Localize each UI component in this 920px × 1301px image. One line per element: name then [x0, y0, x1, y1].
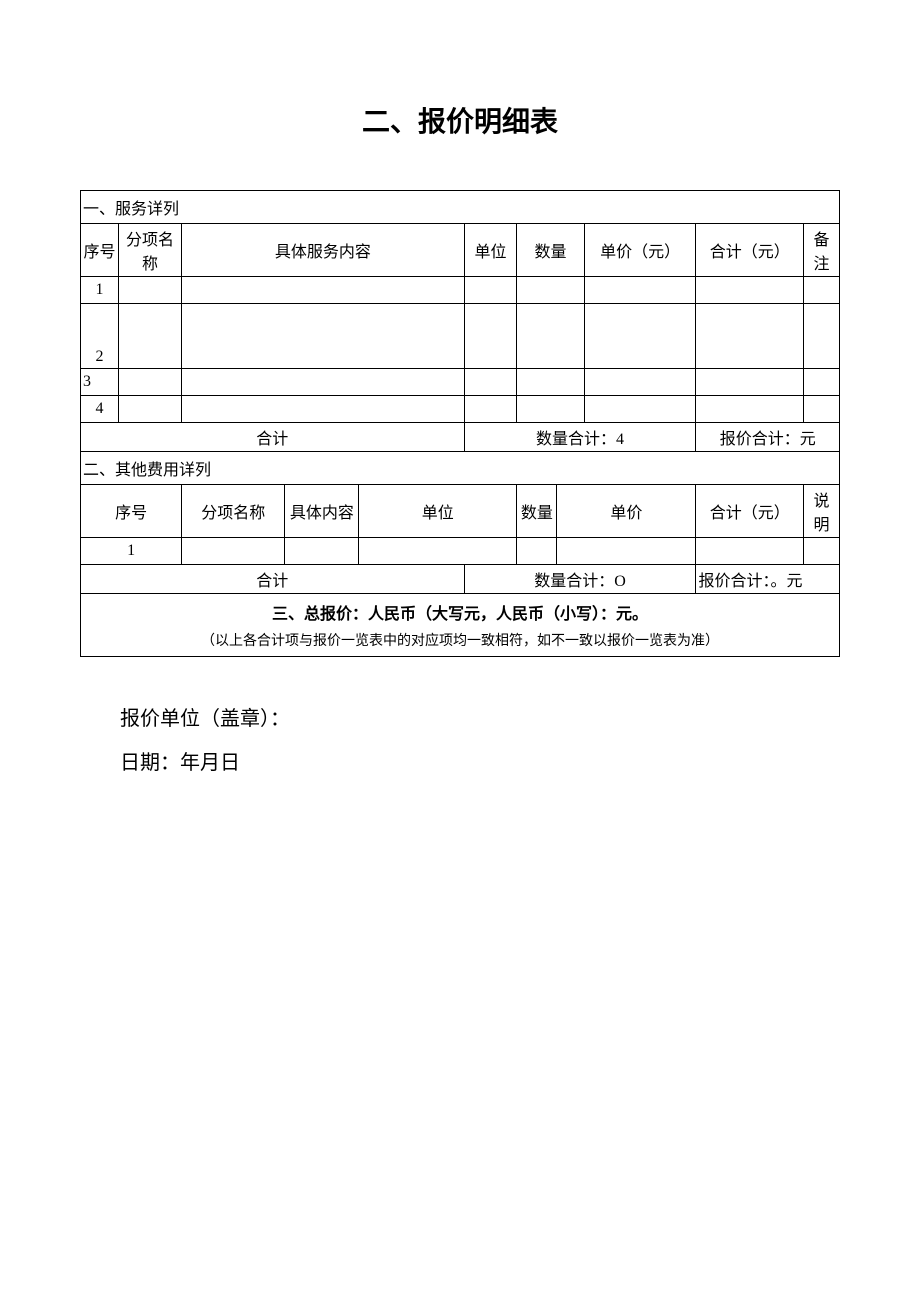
- cell-qty: [517, 304, 584, 369]
- section2-col-header: 序号 分项名称 具体内容 单位 数量 单价 合计（元） 说明: [81, 485, 840, 538]
- cell-qty: [517, 277, 584, 304]
- footer-date: 日期：年月日: [120, 741, 840, 785]
- footer-qty-total: 数量合计：O: [464, 565, 696, 594]
- col-total: 合计（元）: [696, 485, 803, 538]
- cell-remark: [803, 538, 839, 565]
- table-row: 1: [81, 538, 840, 565]
- col-unit: 单位: [359, 485, 517, 538]
- cell-remark: [803, 369, 839, 396]
- col-total: 合计（元）: [696, 224, 803, 277]
- page-title: 二、报价明细表: [80, 100, 840, 140]
- cell-price: [584, 304, 696, 369]
- col-remark: 说明: [803, 485, 839, 538]
- cell-price: [557, 538, 696, 565]
- col-unit: 单位: [464, 224, 517, 277]
- col-content: 具体内容: [285, 485, 359, 538]
- cell-seq: 1: [81, 538, 182, 565]
- cell-remark: [803, 304, 839, 369]
- cell-qty: [517, 538, 557, 565]
- col-name: 分项名称: [118, 224, 181, 277]
- col-price: 单价（元）: [584, 224, 696, 277]
- cell-unit: [464, 396, 517, 423]
- cell-total: [696, 538, 803, 565]
- cell-name: [182, 538, 285, 565]
- cell-content: [182, 304, 464, 369]
- col-seq: 序号: [81, 485, 182, 538]
- cell-qty: [517, 396, 584, 423]
- section2-footer: 合计 数量合计：O 报价合计：。元: [81, 565, 840, 594]
- col-qty: 数量: [517, 224, 584, 277]
- cell-seq: 4: [81, 396, 119, 423]
- summary-line2: （以上各合计项与报价一览表中的对应项均一致相符，如不一致以报价一览表为准）: [85, 630, 835, 650]
- summary-line1: 三、总报价：人民币（大写元，人民币（小写）：元。: [85, 600, 835, 624]
- table-row: 4: [81, 396, 840, 423]
- section1-footer: 合计 数量合计：4 报价合计：元: [81, 423, 840, 452]
- section1-header-row: 一、服务详列: [81, 191, 840, 224]
- table-row: 1: [81, 277, 840, 304]
- cell-unit: [464, 304, 517, 369]
- cell-total: [696, 304, 803, 369]
- cell-unit: [464, 277, 517, 304]
- section2-header-row: 二、其他费用详列: [81, 452, 840, 485]
- section1-header: 一、服务详列: [81, 191, 840, 224]
- col-seq: 序号: [81, 224, 119, 277]
- cell-remark: [803, 277, 839, 304]
- cell-name: [118, 396, 181, 423]
- cell-price: [584, 369, 696, 396]
- cell-seq: 3: [81, 369, 119, 396]
- cell-content: [182, 277, 464, 304]
- cell-total: [696, 277, 803, 304]
- cell-unit: [464, 369, 517, 396]
- footer-label: 合计: [81, 423, 465, 452]
- cell-price: [584, 396, 696, 423]
- cell-price: [584, 277, 696, 304]
- cell-total: [696, 369, 803, 396]
- table-row: 2: [81, 304, 840, 369]
- cell-name: [118, 369, 181, 396]
- footer-price-total: 报价合计：元: [696, 423, 840, 452]
- section2-header: 二、其他费用详列: [81, 452, 840, 485]
- cell-content: [182, 369, 464, 396]
- col-remark: 备注: [803, 224, 839, 277]
- summary-row: 三、总报价：人民币（大写元，人民币（小写）：元。 （以上各合计项与报价一览表中的…: [81, 594, 840, 657]
- cell-name: [118, 277, 181, 304]
- cell-seq: 1: [81, 277, 119, 304]
- col-qty: 数量: [517, 485, 557, 538]
- col-content: 具体服务内容: [182, 224, 464, 277]
- quotation-table: 一、服务详列 序号 分项名称 具体服务内容 单位 数量 单价（元） 合计（元） …: [80, 190, 840, 657]
- col-name: 分项名称: [182, 485, 285, 538]
- cell-unit: [359, 538, 517, 565]
- footer-label: 合计: [81, 565, 465, 594]
- table-row: 3: [81, 369, 840, 396]
- footer-qty-total: 数量合计：4: [464, 423, 696, 452]
- section1-col-header: 序号 分项名称 具体服务内容 单位 数量 单价（元） 合计（元） 备注: [81, 224, 840, 277]
- footer-price-total: 报价合计：。元: [696, 565, 840, 594]
- cell-content: [182, 396, 464, 423]
- col-price: 单价: [557, 485, 696, 538]
- cell-seq: 2: [81, 304, 119, 369]
- cell-qty: [517, 369, 584, 396]
- cell-remark: [803, 396, 839, 423]
- cell-total: [696, 396, 803, 423]
- cell-content: [285, 538, 359, 565]
- cell-name: [118, 304, 181, 369]
- footer-unit: 报价单位（盖章）：: [120, 697, 840, 741]
